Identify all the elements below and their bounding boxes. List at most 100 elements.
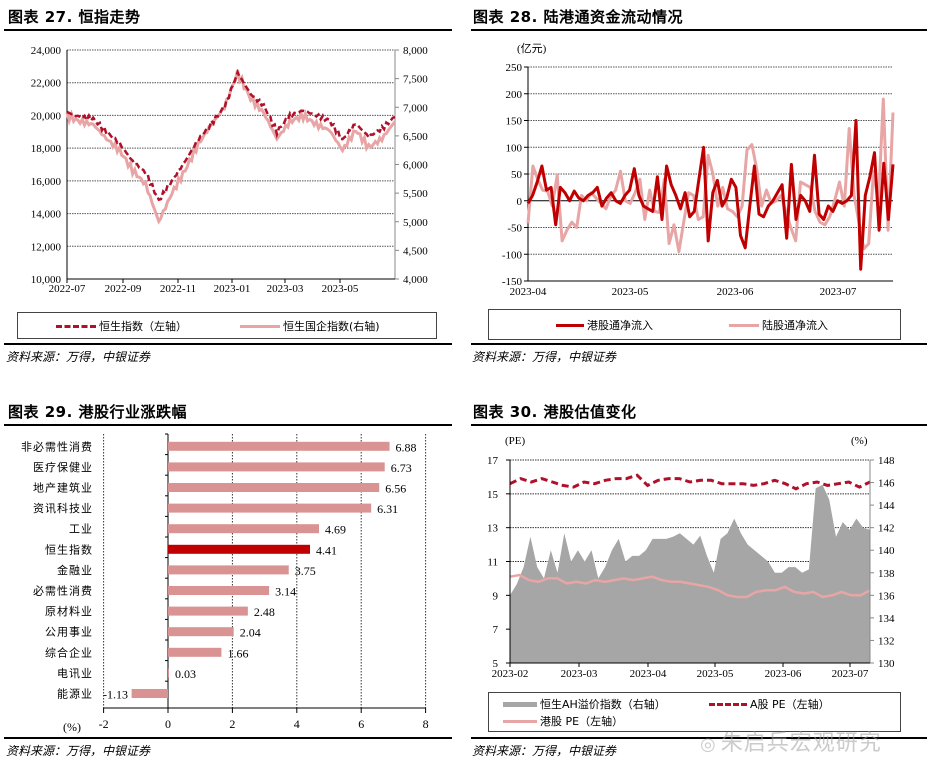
- svg-text:6.31: 6.31: [377, 502, 398, 516]
- area-swatch-icon: [503, 701, 537, 707]
- svg-text:140: 140: [878, 545, 895, 557]
- svg-text:(%): (%): [851, 435, 868, 447]
- svg-text:144: 144: [878, 500, 895, 512]
- svg-text:150: 150: [506, 116, 523, 128]
- svg-text:17: 17: [487, 455, 499, 467]
- svg-text:2023-06: 2023-06: [717, 286, 754, 298]
- svg-text:(%): (%): [63, 720, 81, 734]
- svg-text:2.48: 2.48: [254, 605, 275, 619]
- svg-text:能源业: 能源业: [57, 687, 93, 701]
- figure-27-legend: 恒生指数（左轴） 恒生国企指数(右轴): [17, 312, 437, 339]
- svg-text:6.56: 6.56: [385, 482, 406, 496]
- svg-text:(PE): (PE): [505, 435, 526, 447]
- svg-text:4,500: 4,500: [403, 245, 428, 257]
- svg-text:15: 15: [487, 489, 499, 501]
- legend-item-southbound: 港股通净流入: [556, 317, 653, 333]
- svg-text:4,000: 4,000: [403, 274, 428, 286]
- figure-30-title: 图表 30. 港股估值变化: [473, 403, 637, 421]
- legend-item-hscei: 恒生国企指数(右轴): [240, 318, 380, 334]
- svg-text:2022-11: 2022-11: [160, 283, 196, 295]
- svg-text:2023-02: 2023-02: [492, 668, 529, 680]
- solid-line-swatch-icon: [503, 719, 537, 723]
- title-rule: [4, 29, 452, 31]
- svg-text:14,000: 14,000: [31, 209, 62, 221]
- svg-text:5: 5: [493, 658, 499, 670]
- svg-text:7,000: 7,000: [403, 102, 428, 114]
- svg-text:12,000: 12,000: [31, 241, 62, 253]
- svg-text:金融业: 金融业: [57, 563, 93, 577]
- svg-text:地产建筑业: 地产建筑业: [33, 481, 93, 495]
- svg-text:公用事业: 公用事业: [45, 626, 93, 639]
- figure-28-source: 资料来源：万得，中银证券: [472, 350, 617, 364]
- svg-text:2023-03: 2023-03: [561, 668, 598, 680]
- svg-text:18,000: 18,000: [31, 143, 62, 155]
- hsi-trend-chart: 10,000 12,000 14,000 16,000 18,000 20,000 22,0…: [31, 45, 429, 295]
- svg-text:非必需性消费: 非必需性消费: [21, 439, 93, 453]
- svg-text:2023-05: 2023-05: [612, 286, 649, 298]
- svg-text:100: 100: [506, 142, 523, 154]
- svg-text:5,000: 5,000: [403, 217, 428, 229]
- svg-text:4: 4: [294, 717, 300, 731]
- svg-text:2023-03: 2023-03: [267, 283, 304, 295]
- title-rule: [4, 424, 452, 426]
- svg-text:24,000: 24,000: [31, 45, 62, 57]
- legend-item-a-share-pe: A股 PE（左轴）: [709, 696, 830, 712]
- source-rule: [471, 737, 927, 739]
- svg-text:2: 2: [229, 717, 235, 731]
- svg-text:-150: -150: [502, 276, 523, 288]
- svg-text:130: 130: [878, 658, 895, 670]
- svg-text:综合企业: 综合企业: [45, 645, 93, 659]
- figure-27-source: 资料来源：万得，中银证券: [6, 350, 151, 364]
- figure-29-source: 资料来源：万得，中银证券: [6, 744, 151, 758]
- svg-text:2023-05: 2023-05: [697, 668, 734, 680]
- svg-text:3.14: 3.14: [275, 585, 296, 599]
- figure-30-legend: 恒生AH溢价指数（右轴） A股 PE（左轴） 港股 PE（左轴）: [488, 692, 901, 732]
- figure-29-title: 图表 29. 港股行业涨跌幅: [8, 403, 188, 421]
- solid-line-swatch-icon: [556, 323, 584, 327]
- svg-text:0.03: 0.03: [175, 667, 196, 681]
- svg-text:22,000: 22,000: [31, 78, 62, 90]
- svg-text:2023-07: 2023-07: [820, 286, 857, 298]
- dashed-line-swatch-icon: [56, 324, 96, 328]
- svg-text:136: 136: [878, 590, 895, 602]
- svg-text:250: 250: [506, 62, 523, 74]
- svg-text:200: 200: [506, 89, 523, 101]
- svg-text:50: 50: [511, 169, 523, 181]
- svg-text:6.88: 6.88: [396, 440, 417, 454]
- legend-item-ah-premium: 恒生AH溢价指数（右轴）: [503, 696, 666, 712]
- svg-text:9: 9: [493, 590, 499, 602]
- figure-27-title: 图表 27. 恒指走势: [8, 8, 141, 26]
- svg-text:(亿元): (亿元): [517, 42, 547, 55]
- svg-text:142: 142: [878, 523, 895, 535]
- legend-item-hsi: 恒生指数（左轴）: [56, 318, 187, 334]
- svg-text:必需性消费: 必需性消费: [33, 584, 93, 598]
- svg-text:10,000: 10,000: [31, 274, 62, 286]
- watermark: ◎ 朱启兵宏观研究: [700, 731, 882, 756]
- svg-text:2023-04: 2023-04: [630, 668, 667, 680]
- svg-text:2023-01: 2023-01: [214, 283, 251, 295]
- svg-text:1.66: 1.66: [227, 646, 248, 660]
- svg-text:6.73: 6.73: [391, 461, 412, 475]
- sector-change-bar-chart: -2 0 2 4 6 8 (%) 非必需性消费 6.88 医疗保健业 6.73 地产建筑业 6.56 资讯…: [21, 433, 429, 734]
- source-rule: [4, 737, 452, 739]
- svg-text:0: 0: [517, 196, 523, 208]
- svg-text:3.75: 3.75: [295, 564, 316, 578]
- svg-text:20,000: 20,000: [31, 110, 62, 122]
- svg-text:11: 11: [487, 557, 498, 569]
- svg-text:146: 146: [878, 478, 895, 490]
- legend-item-hk-pe: 港股 PE（左轴）: [503, 713, 623, 729]
- figure-28-legend: 港股通净流入 陆股通净流入: [488, 309, 901, 340]
- svg-text:4.69: 4.69: [325, 523, 346, 537]
- svg-text:6,000: 6,000: [403, 160, 428, 172]
- svg-text:-1.13: -1.13: [103, 688, 128, 702]
- svg-text:7: 7: [493, 624, 499, 636]
- svg-text:2022-07: 2022-07: [49, 283, 86, 295]
- svg-text:医疗保健业: 医疗保健业: [33, 460, 93, 474]
- svg-text:6,500: 6,500: [403, 131, 428, 143]
- svg-text:2.04: 2.04: [240, 626, 261, 640]
- svg-text:2023-04: 2023-04: [510, 286, 547, 298]
- svg-text:2023-07: 2023-07: [832, 668, 869, 680]
- svg-text:0: 0: [165, 717, 171, 731]
- figure-30-source: 资料来源：万得，中银证券: [472, 744, 617, 758]
- svg-text:132: 132: [878, 635, 895, 647]
